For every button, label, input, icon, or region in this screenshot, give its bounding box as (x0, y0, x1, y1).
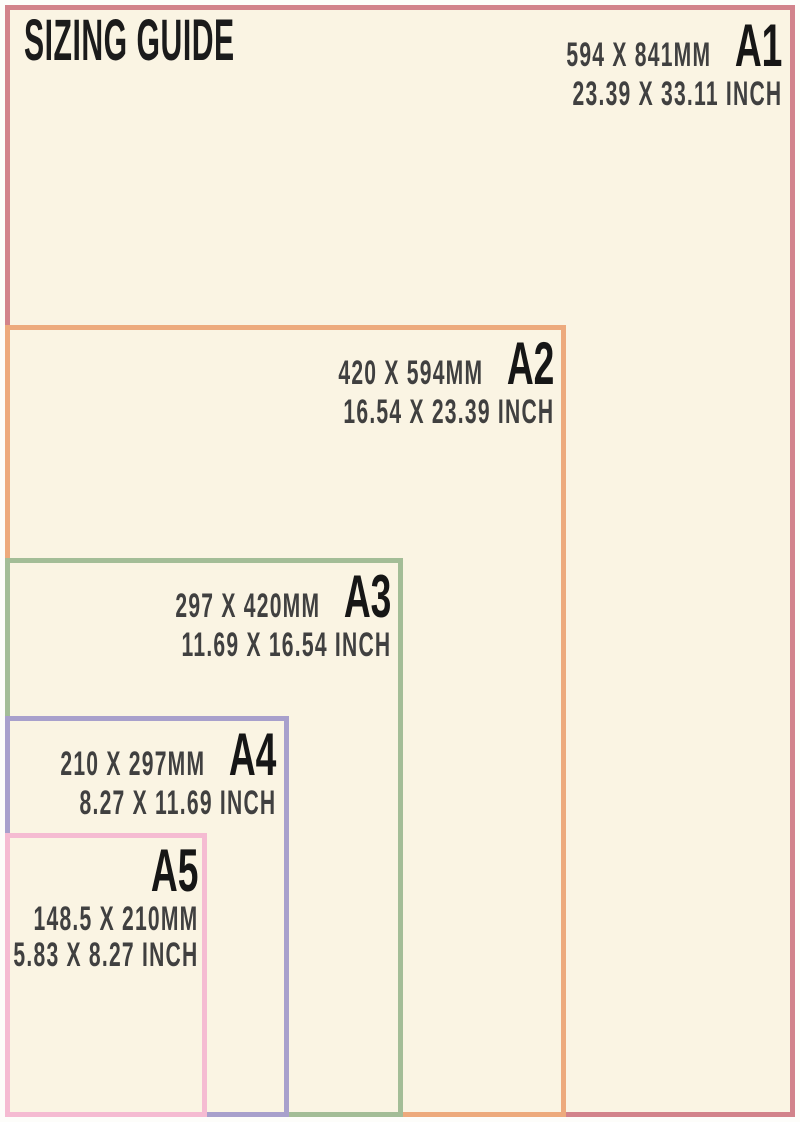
a1-mm-dimensions: 594 X 841MM (566, 36, 711, 74)
a4-name: A4 (228, 721, 276, 788)
a5-mm-dimensions: 148.5 X 210MM (33, 900, 198, 938)
a2-mm-dimensions: 420 X 594MM (338, 354, 483, 392)
a5-paper-rectangle (5, 833, 207, 1117)
a5-name: A5 (150, 837, 198, 904)
a2-inch-dimensions: 16.54 X 23.39 INCH (343, 393, 554, 431)
a3-size-label: 297 X 420MM A3 11.69 X 16.54 INCH (175, 563, 391, 664)
a3-name: A3 (343, 563, 391, 630)
a2-name: A2 (506, 330, 554, 397)
a5-size-label: A5 148.5 X 210MM 5.83 X 8.27 INCH (12, 837, 198, 974)
a5-inch-dimensions: 5.83 X 8.27 INCH (12, 936, 198, 974)
a3-inch-dimensions: 11.69 X 16.54 INCH (181, 626, 391, 664)
a1-size-label: 594 X 841MM A1 23.39 X 33.11 INCH (566, 12, 782, 113)
a1-inch-dimensions: 23.39 X 33.11 INCH (572, 75, 782, 113)
a4-mm-dimensions: 210 X 297MM (60, 745, 205, 783)
a4-size-label: 210 X 297MM A4 8.27 X 11.69 INCH (60, 721, 276, 822)
page-title: SIZING GUIDE (24, 8, 235, 73)
a1-name: A1 (734, 12, 782, 79)
a4-inch-dimensions: 8.27 X 11.69 INCH (79, 784, 276, 822)
a3-mm-dimensions: 297 X 420MM (175, 587, 320, 625)
a2-size-label: 420 X 594MM A2 16.54 X 23.39 INCH (338, 330, 554, 431)
